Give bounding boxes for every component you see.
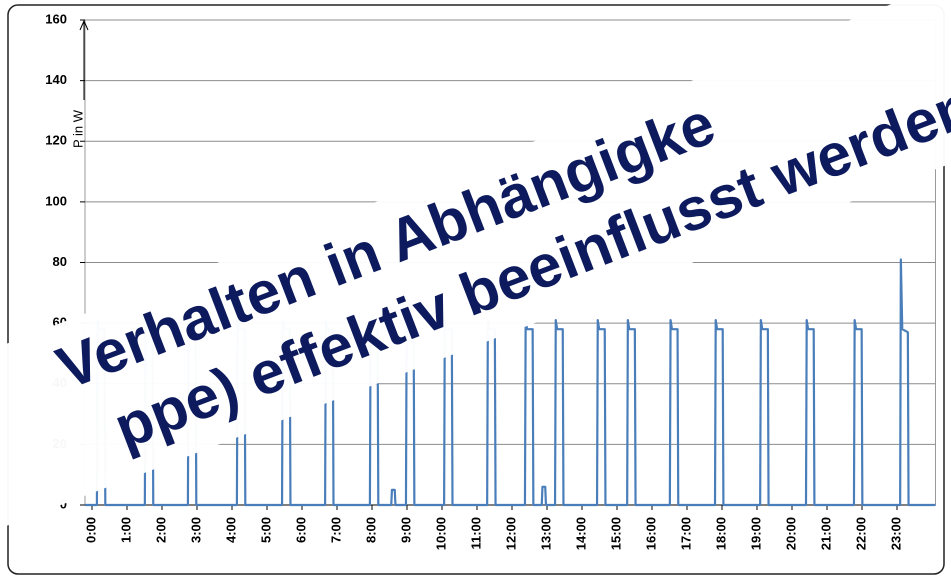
x-tick-label: 13:00	[538, 517, 553, 550]
x-tick-label: 22:00	[853, 517, 868, 550]
x-tick-label: 9:00	[398, 517, 413, 543]
y-axis-label: P in W	[70, 109, 85, 148]
x-tick-label: 16:00	[643, 517, 658, 550]
y-tick-label: 120	[45, 133, 67, 148]
x-tick-label: 15:00	[608, 517, 623, 550]
x-tick-label: 19:00	[748, 517, 763, 550]
x-tick-label: 14:00	[573, 517, 588, 550]
x-tick-label: 3:00	[188, 517, 203, 543]
x-tick-label: 1:00	[118, 517, 133, 543]
x-tick-label: 12:00	[503, 517, 518, 550]
x-tick-label: 6:00	[293, 517, 308, 543]
x-tick-label: 17:00	[678, 517, 693, 550]
x-tick-label: 8:00	[363, 517, 378, 543]
y-tick-label: 140	[45, 72, 67, 87]
x-tick-label: 18:00	[713, 517, 728, 550]
x-tick-label: 10:00	[433, 517, 448, 550]
y-tick-label: 80	[53, 254, 67, 269]
y-tick-label: 160	[45, 11, 67, 26]
y-axis-arrowhead	[79, 19, 89, 31]
x-tick-label: 4:00	[223, 517, 238, 543]
x-tick-label: 11:00	[468, 517, 483, 550]
x-tick-label: 0:00	[83, 517, 98, 543]
x-tick-label: 21:00	[818, 517, 833, 550]
y-tick-label: 100	[45, 193, 67, 208]
x-tick-label: 7:00	[328, 517, 343, 543]
x-tick-label: 23:00	[888, 517, 903, 550]
x-tick-label: 2:00	[153, 517, 168, 543]
x-tick-label: 20:00	[783, 517, 798, 550]
x-tick-label: 5:00	[258, 517, 273, 543]
